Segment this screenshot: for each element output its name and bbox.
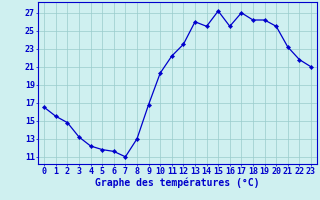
X-axis label: Graphe des températures (°C): Graphe des températures (°C) [95,178,260,188]
